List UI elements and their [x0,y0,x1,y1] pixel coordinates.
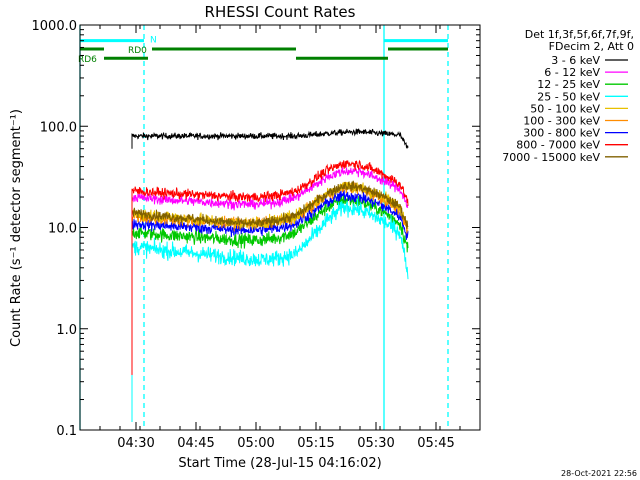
legend-label-8: 7000 - 15000 keV [502,151,600,164]
series-group [131,128,409,422]
x-tick-label-5: 05:45 [417,436,454,451]
legend-label-4: 50 - 100 keV [530,102,600,115]
series-line-7 [131,159,409,375]
series-line-6 [131,188,409,375]
series-line-3 [131,198,409,422]
y-axis-label: Count Rate (s⁻¹ detector segment⁻¹) [9,109,24,347]
legend: Det 1f,3f,5f,6f,7f,9f,FDecim 2, Att 03 -… [502,28,634,164]
state-bar-label-2: RD6 [78,55,97,65]
y-tick-label-3: 100.0 [40,120,77,135]
plot-area [79,25,449,430]
x-tick-label-4: 05:30 [357,436,394,451]
x-tick-label-1: 04:45 [177,436,214,451]
state-bar-label-0: N [150,36,157,46]
y-tick-label-4: 1000.0 [32,19,78,34]
legend-label-1: 6 - 12 keV [544,66,600,79]
state-bar-label-1: RD0 [128,46,147,56]
legend-label-5: 100 - 300 keV [523,115,600,128]
footer-date: 28-Oct-2021 22:56 [561,469,637,478]
x-tick-label-3: 05:15 [297,436,334,451]
series-line-1 [131,166,409,375]
axes: 0.1 1.0 10.0 100.0 1000.0 04:30 04:45 05:00 05:1… [32,19,481,451]
y-tick-label-1: 1.0 [56,323,77,338]
x-tick-label-2: 05:00 [237,436,274,451]
legend-label-6: 300 - 800 keV [523,127,600,140]
y-tick-label-0: 0.1 [56,424,77,439]
series-line-8 [131,180,409,375]
y-tick-label-2: 10.0 [48,222,77,237]
x-tick-label-0: 04:30 [117,436,154,451]
legend-label-2: 12 - 25 keV [537,78,600,91]
x-axis-label: Start Time (28-Jul-15 04:16:02) [178,456,381,471]
series-line-0 [131,128,409,149]
legend-label-0: 3 - 6 keV [551,54,600,67]
legend-label-3: 25 - 50 keV [537,90,600,103]
legend-header-1: FDecim 2, Att 0 [549,40,634,53]
chart-title: RHESSI Count Rates [205,3,356,21]
legend-label-7: 800 - 7000 keV [516,139,600,152]
legend-header-0: Det 1f,3f,5f,6f,7f,9f, [525,28,634,41]
